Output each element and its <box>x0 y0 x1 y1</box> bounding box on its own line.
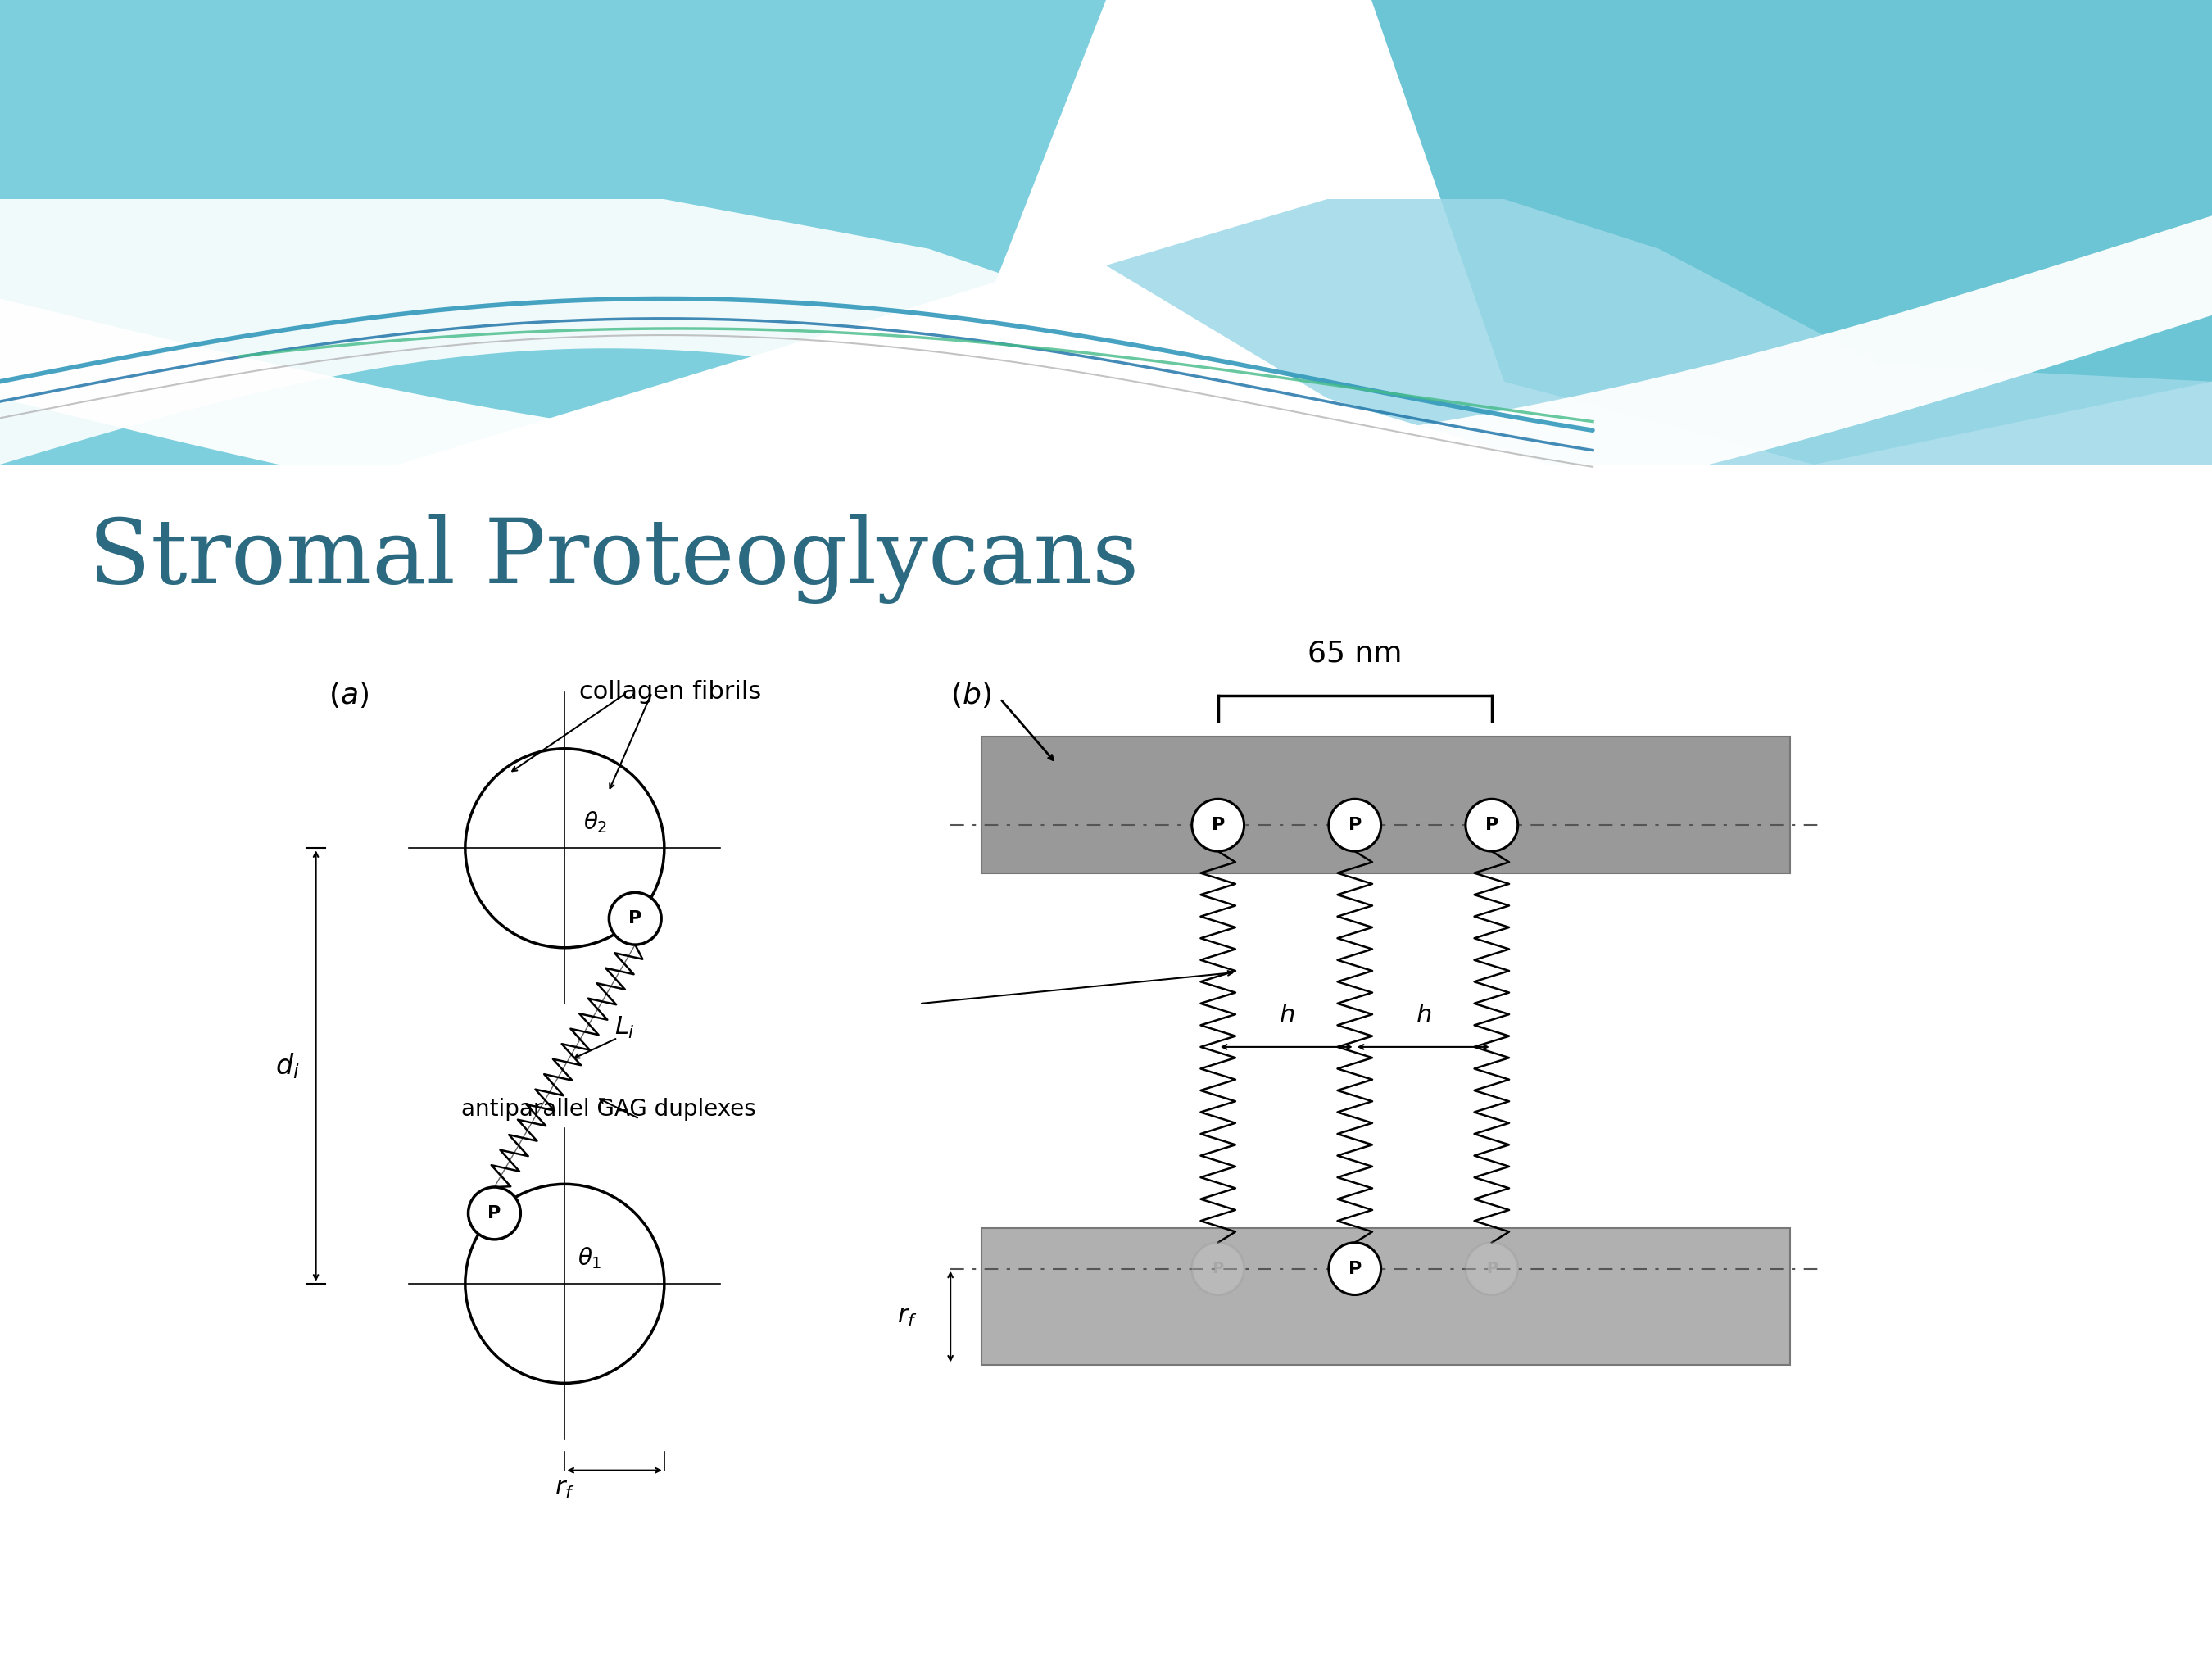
Circle shape <box>1467 800 1517 851</box>
Text: P: P <box>1212 816 1225 833</box>
Circle shape <box>608 893 661 944</box>
Text: $d_i$: $d_i$ <box>276 1052 299 1080</box>
Circle shape <box>1467 1243 1517 1294</box>
Text: $h$: $h$ <box>1416 1004 1431 1027</box>
Circle shape <box>1192 800 1243 851</box>
Polygon shape <box>1106 199 2212 465</box>
Text: P: P <box>487 1204 502 1221</box>
Text: collagen fibrils: collagen fibrils <box>580 680 761 703</box>
Text: $r_f$: $r_f$ <box>555 1477 575 1501</box>
Circle shape <box>1192 1243 1243 1294</box>
Polygon shape <box>1371 0 2212 465</box>
Text: P: P <box>628 911 641 927</box>
Text: $\theta_1$: $\theta_1$ <box>577 1246 602 1271</box>
Text: antiparallel GAG duplexes: antiparallel GAG duplexes <box>460 1098 757 1120</box>
Text: $r_f$: $r_f$ <box>896 1304 918 1329</box>
Bar <box>982 1228 1790 1364</box>
Circle shape <box>1329 1243 1380 1294</box>
Polygon shape <box>0 0 1106 465</box>
Text: P: P <box>1212 1261 1223 1276</box>
Text: P: P <box>1486 1261 1498 1276</box>
Text: P: P <box>1484 816 1498 833</box>
Text: P: P <box>1347 1261 1363 1277</box>
Text: $\theta_2$: $\theta_2$ <box>584 810 608 834</box>
Text: $h$: $h$ <box>1279 1004 1294 1027</box>
Polygon shape <box>0 216 2212 557</box>
Text: Stromal Proteoglycans: Stromal Proteoglycans <box>88 514 1139 604</box>
Circle shape <box>469 1188 520 1239</box>
Circle shape <box>1329 800 1380 851</box>
Text: $(a)$: $(a)$ <box>327 680 369 710</box>
Text: P: P <box>1347 816 1363 833</box>
Polygon shape <box>0 199 1217 465</box>
Text: $L_i$: $L_i$ <box>615 1015 635 1040</box>
Bar <box>982 737 1790 873</box>
Text: $(b)$: $(b)$ <box>951 680 991 710</box>
Text: 65 nm: 65 nm <box>1307 639 1402 667</box>
